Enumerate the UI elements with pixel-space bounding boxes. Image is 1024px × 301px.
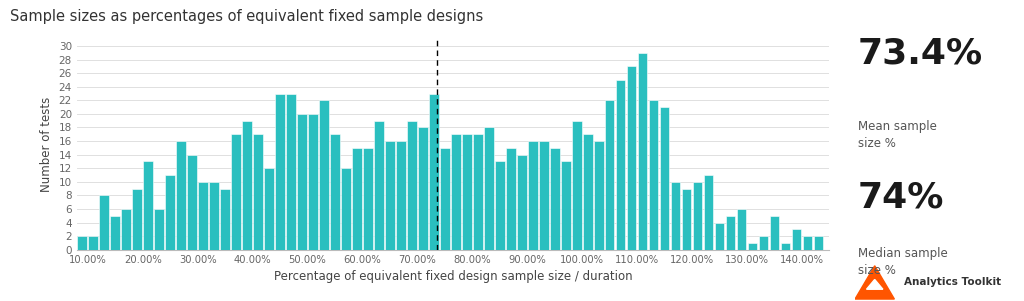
Bar [99,195,110,250]
Bar [155,209,164,250]
Bar [199,182,208,250]
Bar [176,141,186,250]
Bar [517,155,526,250]
Bar [352,148,361,250]
Polygon shape [866,279,883,289]
Bar [528,141,538,250]
Bar [495,161,505,250]
Bar [638,53,647,250]
Bar [561,161,570,250]
Bar [253,134,263,250]
Bar [693,182,702,250]
Bar [451,134,461,250]
Bar [814,236,823,250]
Bar [583,134,593,250]
Y-axis label: Number of tests: Number of tests [40,97,53,192]
Bar [209,182,219,250]
Bar [429,94,438,250]
Bar [671,182,680,250]
Bar [473,134,482,250]
Bar [792,229,802,250]
Bar [726,216,735,250]
Bar [803,236,812,250]
Bar [682,189,691,250]
Bar [132,189,142,250]
Bar [231,134,241,250]
Bar [243,121,252,250]
Bar [308,114,317,250]
Bar [396,141,406,250]
Bar [659,107,670,250]
Bar [385,141,394,250]
Bar [275,94,285,250]
Text: Sample sizes as percentages of equivalent fixed sample designs: Sample sizes as percentages of equivalen… [10,9,483,24]
Bar [297,114,307,250]
Bar [605,100,614,250]
Bar [111,216,120,250]
Bar [364,148,373,250]
Bar [88,236,98,250]
X-axis label: Percentage of equivalent fixed design sample size / duration: Percentage of equivalent fixed design sa… [273,270,633,283]
Bar [736,209,746,250]
Text: Median sample
size %: Median sample size % [858,247,948,277]
Text: 74%: 74% [858,181,944,215]
Bar [440,148,450,250]
Bar [748,243,758,250]
Bar [166,175,175,250]
Bar [143,161,153,250]
Bar [287,94,296,250]
Bar [572,121,582,250]
Bar [627,66,637,250]
Text: Mean sample
size %: Mean sample size % [858,120,937,150]
Bar [408,121,417,250]
Bar [122,209,131,250]
Bar [78,236,87,250]
Bar [715,223,724,250]
Polygon shape [855,266,894,299]
Bar [770,216,779,250]
Bar [330,134,340,250]
Text: 73.4%: 73.4% [858,36,983,70]
Bar [462,134,472,250]
Bar [319,100,329,250]
Bar [703,175,714,250]
Bar [594,141,603,250]
Bar [341,168,351,250]
Bar [649,100,658,250]
Bar [418,128,428,250]
Bar [539,141,549,250]
Bar [374,121,384,250]
Bar [780,243,791,250]
Bar [615,80,626,250]
Bar [759,236,768,250]
Bar [506,148,516,250]
Bar [550,148,559,250]
Bar [264,168,273,250]
Bar [187,155,197,250]
Text: Analytics Toolkit: Analytics Toolkit [904,277,1001,287]
Bar [484,128,494,250]
Bar [220,189,230,250]
